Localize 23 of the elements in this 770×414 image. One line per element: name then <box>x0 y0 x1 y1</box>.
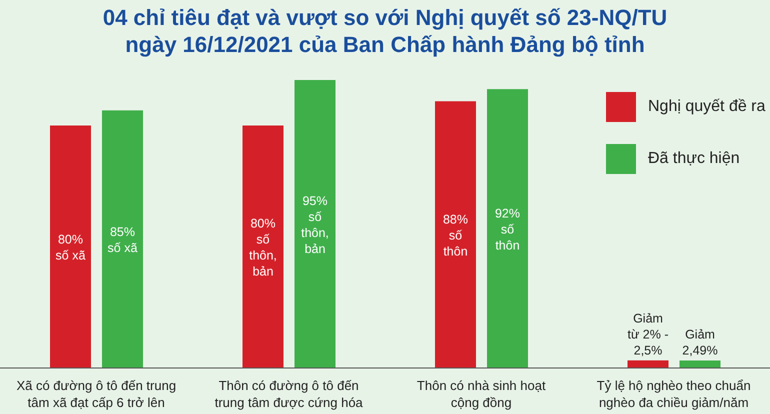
data-label: 80% số thôn, bản <box>249 216 277 279</box>
data-label: Giảm 2,49% <box>682 327 718 358</box>
legend-label: Nghị quyết đề ra <box>648 98 766 116</box>
bar <box>628 360 668 368</box>
bar <box>680 360 720 368</box>
x-tick-label: Tỷ lệ hộ nghèo theo chuẩn nghèo đa chiều giảm/năm <box>596 378 751 410</box>
data-label: 85% số xã <box>108 225 138 256</box>
x-tick-label: Thôn có đường ô tô đến trung tâm được cứng hóa <box>214 378 364 410</box>
bar <box>242 125 284 368</box>
data-label: 95% số thôn, bản <box>301 194 329 256</box>
data-label: Giảm từ 2% - 2,5% <box>627 311 669 358</box>
x-tick-label: Thôn có nhà sinh hoạt cộng đồng <box>416 378 546 410</box>
bar <box>435 101 476 368</box>
chart-title: 04 chỉ tiêu đạt và vượt so với Nghị quyết số 23-NQ/TU ngày 16/12/2021 của Ban Chấp hành Đảng bộ tỉnh <box>102 4 668 59</box>
bar <box>487 89 528 368</box>
x-tick-label: Xã có đường ô tô đến trung tâm xã đạt cấp 6 trở lên <box>16 378 176 410</box>
data-label: 88% số thôn <box>442 212 468 259</box>
data-label: 92% số thôn <box>494 206 520 253</box>
legend-label: Đã thực hiện <box>648 150 740 168</box>
bar <box>102 110 143 368</box>
bar <box>50 125 91 368</box>
data-label: 80% số xã <box>56 232 86 263</box>
bar <box>294 80 336 368</box>
